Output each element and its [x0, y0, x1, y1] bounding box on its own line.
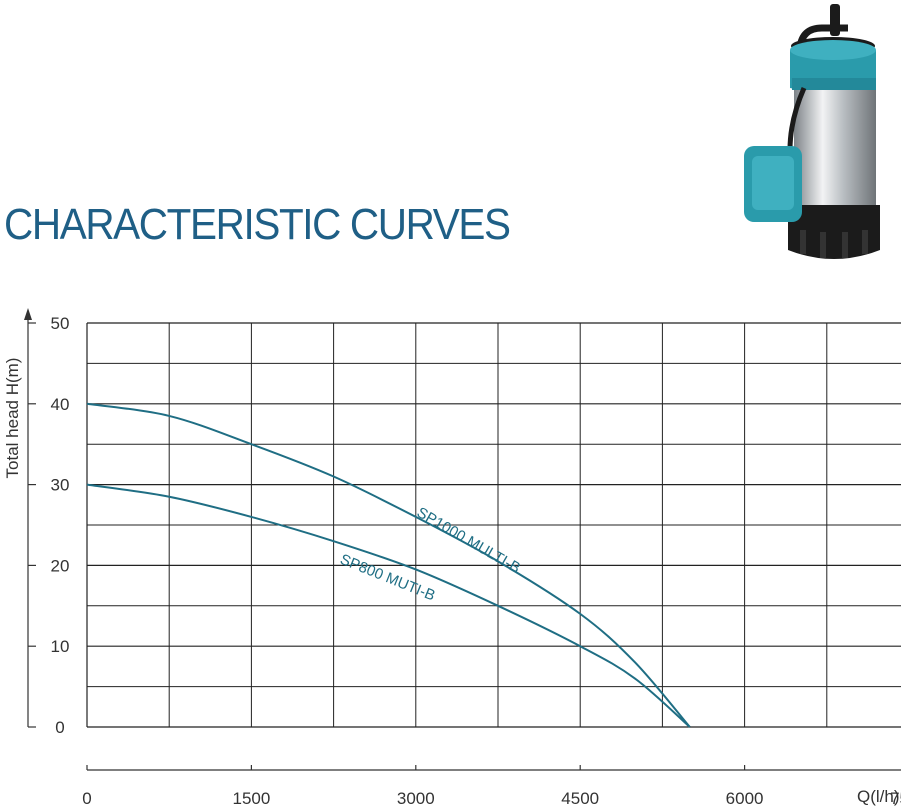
- y-axis-title: Total head H(m): [3, 358, 22, 479]
- x-tick-label: 0: [82, 789, 91, 808]
- series-line: [86, 402, 691, 728]
- series-label: SP1000 MULTI-B: [414, 504, 523, 577]
- y-tick-label: 0: [55, 718, 64, 737]
- y-axis-arrow: [24, 308, 32, 320]
- chart-axes: [24, 308, 901, 771]
- x-tick-label: 1500: [232, 789, 270, 808]
- x-tick-label: 6000: [726, 789, 764, 808]
- tick-labels: 0 10 20 30 40 50 0 1500 3000 4500 6000 7500: [51, 314, 901, 808]
- y-tick-label: 10: [51, 637, 70, 656]
- page-title: CHARACTERISTIC CURVES: [4, 200, 511, 249]
- x-tick-label: 4500: [561, 789, 599, 808]
- chart-grid: [87, 322, 901, 728]
- submersible-pump-icon: [744, 4, 880, 259]
- x-tick-label: 3000: [397, 789, 435, 808]
- y-tick-label: 40: [51, 395, 70, 414]
- y-tick-label: 20: [51, 556, 70, 575]
- y-tick-label: 30: [51, 476, 70, 495]
- x-axis-title: Q(l/h): [857, 787, 900, 806]
- x-tick-label: 7500: [890, 789, 901, 808]
- y-tick-label: 50: [51, 314, 70, 333]
- series-line: [86, 483, 691, 728]
